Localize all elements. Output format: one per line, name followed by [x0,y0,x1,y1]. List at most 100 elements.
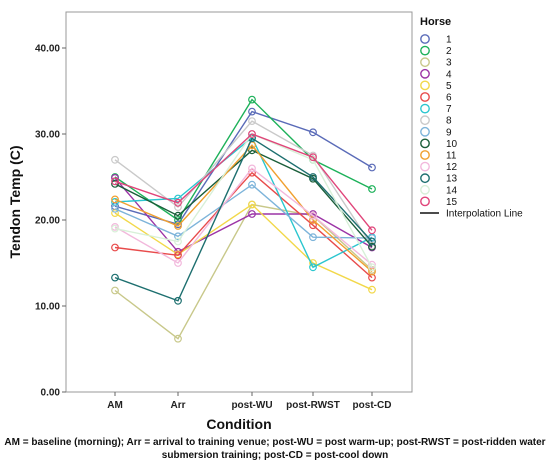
legend-marker [420,196,430,207]
series-line [114,203,373,291]
legend-item: 8 [420,115,452,127]
legend-item: 3 [420,57,452,69]
legend-marker [420,138,430,149]
series-line [114,183,373,239]
legend-marker [420,150,430,160]
data-point [111,195,119,204]
data-point [368,185,376,193]
legend-marker [420,34,430,44]
legend-marker [420,184,430,195]
legend-item: 15 [420,196,458,208]
figure-caption: AM = baseline (morning); Arr = arrival t… [4,437,546,461]
data-point [111,243,119,252]
legend-label: Interpolation Line [446,209,523,220]
data-point [111,179,119,188]
series-8 [111,117,376,250]
legend-marker [420,57,430,68]
legend-label: 10 [446,139,458,150]
y-tick-label: 10.00 [35,302,60,313]
data-point [309,153,317,162]
x-axis: AM Arr post-WU post-RWST post-CD [107,392,391,411]
legend-label: 14 [446,185,458,196]
legend-item: 13 [420,173,458,185]
data-point [309,221,317,230]
series-line [114,120,373,247]
legend-label: 7 [446,104,452,115]
legend-marker [420,161,430,172]
legend-item: 10 [420,138,458,150]
legend-label: 5 [446,81,452,92]
data-point [111,224,119,233]
series-line [114,110,373,226]
data-point [174,259,182,267]
data-point [174,237,182,246]
legend-item: 12 [420,161,458,173]
y-tick-label: 40.00 [35,44,60,55]
data-point [174,198,182,207]
data-point [368,163,376,172]
legend-item: 1 [420,34,452,46]
data-point [111,286,119,295]
data-point [248,200,256,209]
series-line [114,133,373,231]
legend-item: 2 [420,45,452,57]
y-tick-label: 30.00 [35,130,60,141]
legend-marker [420,115,430,126]
series-14 [111,130,376,272]
legend-label: 6 [446,93,452,104]
data-point [111,155,119,164]
data-point [248,164,256,173]
series-layer [111,95,376,343]
legend-item-interpolation: Interpolation Line [420,209,523,220]
data-point [368,226,376,235]
legend-marker [420,92,430,102]
legend-item: 9 [420,126,452,138]
data-point [368,285,376,294]
legend: Horse 123456789101112131415Interpolation… [420,16,523,220]
data-point [248,180,256,189]
legend-item: 4 [420,68,452,80]
series-13 [111,134,376,305]
data-point [174,194,182,203]
data-point [248,130,256,138]
data-point [248,210,256,218]
data-point [309,211,317,220]
y-axis-title: Tendon Temp (C) [7,145,23,258]
series-line [114,144,373,273]
x-tick-label: AM [107,400,123,411]
legend-item: 7 [420,103,452,115]
series-15 [111,130,376,235]
data-point [368,263,376,272]
series-12 [111,164,376,269]
data-point [248,107,256,116]
chart: 0.00 10.00 20.00 30.00 40.00 AM Arr post-WU pos… [7,11,523,432]
x-tick-label: post-RWST [286,400,340,411]
legend-label: 4 [446,69,452,80]
legend-label: 15 [446,197,458,208]
x-tick-label: post-WU [231,400,272,411]
data-point [309,263,317,272]
series-line [114,167,373,266]
x-tick-label: Arr [170,400,185,411]
data-point [111,177,119,186]
data-point [309,173,317,181]
legend-item: 5 [420,80,452,92]
plot-area [65,11,413,393]
legend-item: 11 [420,150,457,162]
data-point [111,204,119,213]
series-line [114,149,373,248]
data-point [368,242,376,251]
legend-label: 8 [446,116,452,127]
legend-marker [420,80,430,91]
series-10 [111,146,376,251]
data-point [309,128,317,137]
legend-label: 11 [446,151,457,162]
legend-item: 14 [420,184,458,196]
legend-label: 1 [446,35,452,46]
data-point [309,216,317,224]
legend-marker [420,126,430,137]
data-point [368,237,376,246]
data-point [174,222,182,230]
data-point [174,251,182,260]
legend-marker [420,68,430,79]
